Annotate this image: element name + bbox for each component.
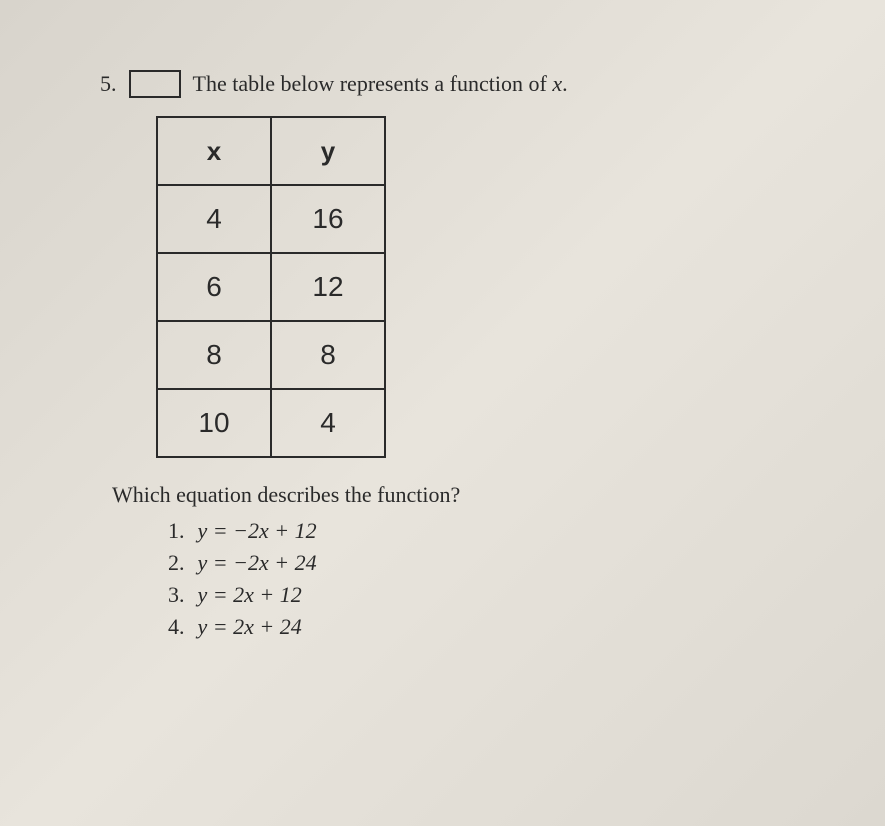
table-header-x: x xyxy=(157,117,271,185)
choice-3: 3. y = 2x + 12 xyxy=(168,582,835,608)
table-row: 8 8 xyxy=(157,321,385,389)
table-cell: 8 xyxy=(271,321,385,389)
table-cell: 4 xyxy=(271,389,385,457)
choice-equation: y = 2x + 24 xyxy=(198,614,302,639)
table-row: 10 4 xyxy=(157,389,385,457)
table-cell: 12 xyxy=(271,253,385,321)
table-cell: 10 xyxy=(157,389,271,457)
table-cell: 16 xyxy=(271,185,385,253)
question-prompt: The table below represents a function of… xyxy=(193,71,568,97)
table-row: 6 12 xyxy=(157,253,385,321)
table-header-y: y xyxy=(271,117,385,185)
answer-blank-box[interactable] xyxy=(129,70,181,98)
choice-number: 3. xyxy=(168,582,192,608)
followup-question: Which equation describes the function? xyxy=(112,482,835,508)
choice-number: 1. xyxy=(168,518,192,544)
choice-4: 4. y = 2x + 24 xyxy=(168,614,835,640)
choice-number: 2. xyxy=(168,550,192,576)
prompt-variable: x xyxy=(552,71,562,96)
table-header-row: x y xyxy=(157,117,385,185)
worksheet-page: 5. The table below represents a function… xyxy=(0,0,885,696)
function-table: x y 4 16 6 12 8 8 10 4 xyxy=(156,116,386,458)
choice-number: 4. xyxy=(168,614,192,640)
choice-equation: y = −2x + 12 xyxy=(198,518,317,543)
choice-2: 2. y = −2x + 24 xyxy=(168,550,835,576)
table-row: 4 16 xyxy=(157,185,385,253)
table-cell: 6 xyxy=(157,253,271,321)
prompt-text-prefix: The table below represents a function of xyxy=(193,71,553,96)
table-cell: 8 xyxy=(157,321,271,389)
question-number: 5. xyxy=(100,71,117,97)
choice-1: 1. y = −2x + 12 xyxy=(168,518,835,544)
answer-choices: 1. y = −2x + 12 2. y = −2x + 24 3. y = 2… xyxy=(168,518,835,640)
question-header: 5. The table below represents a function… xyxy=(100,70,835,98)
prompt-text-suffix: . xyxy=(562,71,568,96)
table-cell: 4 xyxy=(157,185,271,253)
choice-equation: y = −2x + 24 xyxy=(198,550,317,575)
choice-equation: y = 2x + 12 xyxy=(198,582,302,607)
